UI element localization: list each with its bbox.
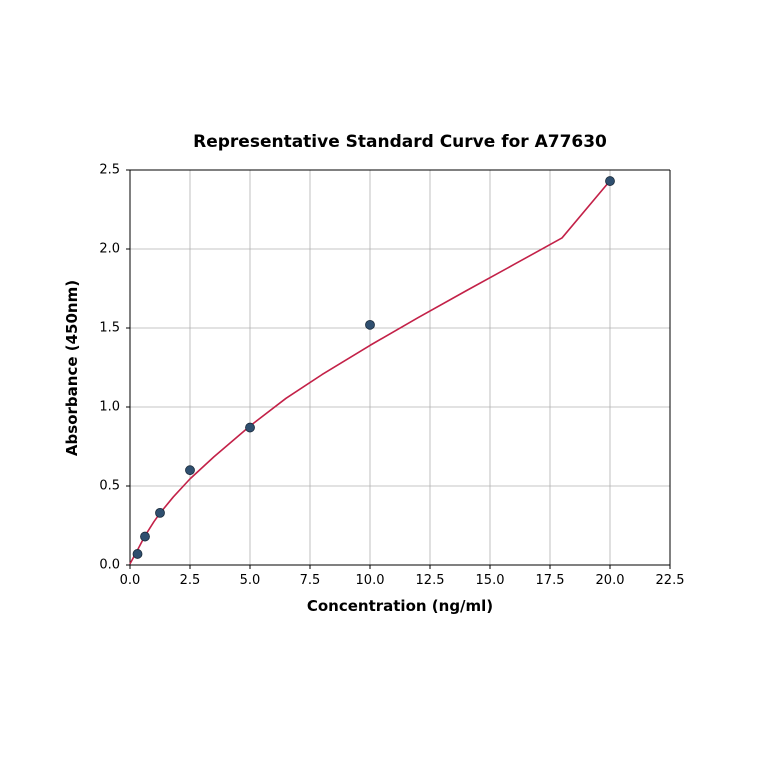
x-tick-label: 12.5 xyxy=(416,573,445,588)
data-point xyxy=(156,508,165,517)
data-point xyxy=(246,423,255,432)
data-point xyxy=(366,320,375,329)
x-tick-label: 15.0 xyxy=(476,573,505,588)
data-point xyxy=(606,177,615,186)
x-tick-label: 7.5 xyxy=(300,573,321,588)
y-tick-label: 0.5 xyxy=(99,479,120,494)
y-tick-label: 1.0 xyxy=(99,400,120,415)
x-tick-label: 17.5 xyxy=(536,573,565,588)
data-point xyxy=(133,549,142,558)
x-tick-label: 2.5 xyxy=(180,573,201,588)
data-point xyxy=(141,532,150,541)
y-tick-label: 0.0 xyxy=(99,558,120,573)
x-axis-title: Concentration (ng/ml) xyxy=(307,597,493,615)
x-tick-label: 5.0 xyxy=(240,573,261,588)
x-tick-label: 20.0 xyxy=(596,573,625,588)
plot-svg xyxy=(130,170,670,565)
chart-canvas: Representative Standard Curve for A77630… xyxy=(0,0,764,764)
y-axis-title: Absorbance (450nm) xyxy=(63,279,81,455)
data-point xyxy=(186,466,195,475)
x-tick-label: 10.0 xyxy=(356,573,385,588)
x-tick-label: 0.0 xyxy=(120,573,141,588)
chart-title: Representative Standard Curve for A77630 xyxy=(193,132,607,152)
y-tick-label: 1.5 xyxy=(99,321,120,336)
y-tick-label: 2.5 xyxy=(99,163,120,178)
x-tick-label: 22.5 xyxy=(656,573,685,588)
y-tick-label: 2.0 xyxy=(99,242,120,257)
plot-area xyxy=(130,170,670,565)
